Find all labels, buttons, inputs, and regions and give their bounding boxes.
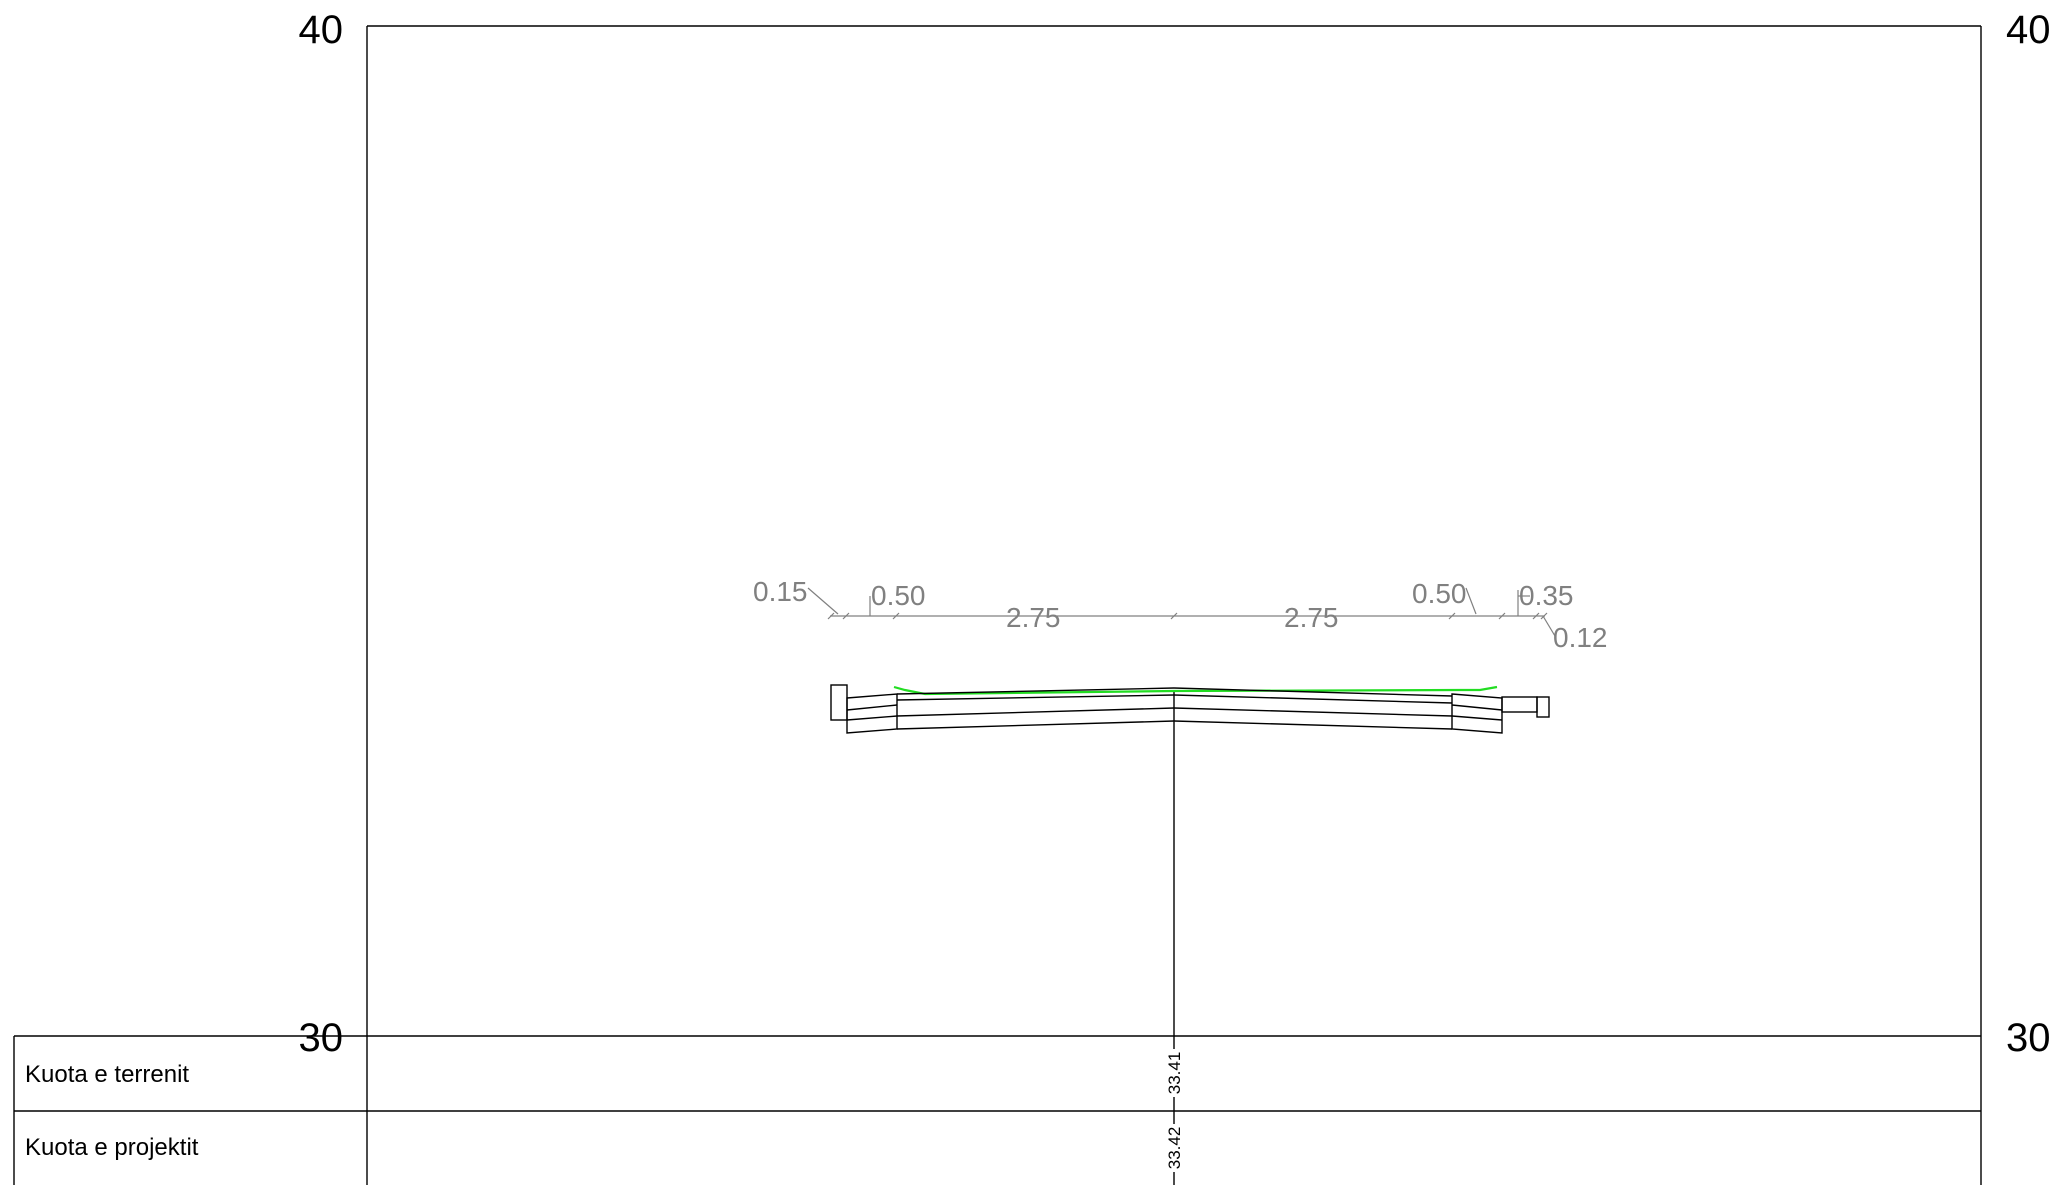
- right-verge: [1501, 696, 1538, 713]
- carriageway-layer-left: [896, 707, 1175, 717]
- dimension-tick: [892, 612, 900, 620]
- dimension-right-verge: 0.35: [1519, 580, 1574, 611]
- dimension-left-shoulder: 0.50: [871, 580, 926, 611]
- dimension-left-lane: 2.75: [1006, 602, 1061, 633]
- dimension-tick: [1170, 612, 1178, 620]
- elevation-label-bottom-left: 30: [299, 1016, 344, 1060]
- value-background: [1166, 1124, 1186, 1172]
- terrain-elevation-value-group: 33.41: [1165, 1049, 1186, 1097]
- value-background: [1166, 1049, 1186, 1097]
- left-curb: [830, 684, 848, 721]
- carriageway-bottom-left: [896, 720, 1175, 730]
- right-shoulder-layer: [1451, 715, 1503, 721]
- right-shoulder-layer: [1451, 704, 1503, 711]
- carriageway-layer-right: [1173, 707, 1453, 717]
- elevation-label-top-left: 40: [299, 8, 344, 52]
- terrain-line: [893, 685, 1498, 696]
- dimension-left-curb: 0.15: [753, 576, 808, 607]
- dimension-tick: [1498, 612, 1506, 620]
- row-label-terrain-elevation: Kuota e terrenit: [25, 1061, 189, 1088]
- left-shoulder: [846, 693, 898, 734]
- carriageway-layer-right: [1173, 694, 1453, 704]
- dimension-chain: [807, 587, 1556, 637]
- left-shoulder-layer: [846, 704, 898, 711]
- road-cross-section: [830, 684, 1550, 734]
- dimension-tick: [827, 612, 835, 620]
- leader-line-right-shoulder: [1465, 587, 1477, 615]
- dimension-tick: [842, 612, 850, 620]
- terrain-elevation-value: 33.41: [1165, 1052, 1184, 1095]
- elevation-label-bottom-right: 30: [2006, 1016, 2051, 1060]
- right-shoulder: [1451, 693, 1503, 734]
- dimension-tick: [1540, 612, 1548, 620]
- dimension-right-shoulder: 0.50: [1412, 578, 1467, 609]
- carriageway-bottom-right: [1173, 720, 1453, 730]
- dimension-right-lane: 2.75: [1284, 602, 1339, 633]
- leader-line-right-curb: [1542, 615, 1556, 637]
- carriageway-top-right: [1173, 687, 1453, 697]
- drawing-frame: [13, 25, 1982, 1185]
- design-elevation-value-group: 33.42: [1165, 1124, 1186, 1172]
- right-curb: [1536, 696, 1550, 718]
- dimension-tick: [1532, 612, 1540, 620]
- dimension-tick: [1448, 612, 1456, 620]
- left-shoulder-layer: [846, 715, 898, 721]
- row-label-design-elevation: Kuota e projektit: [25, 1134, 199, 1161]
- elevation-label-top-right: 40: [2006, 8, 2051, 52]
- design-elevation-value: 33.42: [1165, 1127, 1184, 1170]
- carriageway-layer-left: [896, 694, 1175, 701]
- carriageway-top-left: [896, 687, 1175, 695]
- leader-line-left-curb: [807, 587, 839, 615]
- dimension-right-curb: 0.12: [1553, 622, 1608, 653]
